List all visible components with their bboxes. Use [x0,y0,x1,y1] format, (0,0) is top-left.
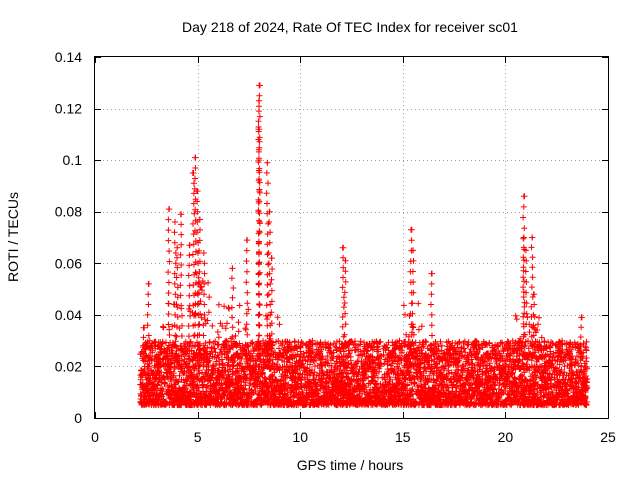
roti-markers [137,82,591,409]
x-tick-label: 20 [498,429,514,445]
y-tick-label: 0.14 [55,49,82,65]
x-tick-labels: 0 5 10 15 20 25 [91,429,616,445]
y-tick-label: 0 [74,410,82,426]
ticks [95,57,609,419]
x-tick-label: 15 [395,429,411,445]
x-tick-label: 5 [194,429,202,445]
y-tick-label: 0.12 [55,101,82,117]
plot-frame [94,56,609,419]
x-tick-label: 25 [600,429,616,445]
data-points [137,82,591,409]
x-tick-label: 0 [91,429,99,445]
chart-title: Day 218 of 2024, Rate Of TEC Index for r… [182,19,518,35]
y-tick-label: 0.02 [55,358,82,374]
y-tick-label: 0.1 [63,152,83,168]
y-tick-label: 0.04 [55,307,82,323]
y-axis-title: ROTI / TECUs [5,192,21,282]
x-axis-title: GPS time / hours [297,457,404,473]
y-tick-labels: 0 0.02 0.04 0.06 0.08 0.1 0.12 0.14 [55,49,82,426]
y-tick-label: 0.08 [55,204,82,220]
x-tick-label: 10 [292,429,308,445]
y-tick-label: 0.06 [55,255,82,271]
